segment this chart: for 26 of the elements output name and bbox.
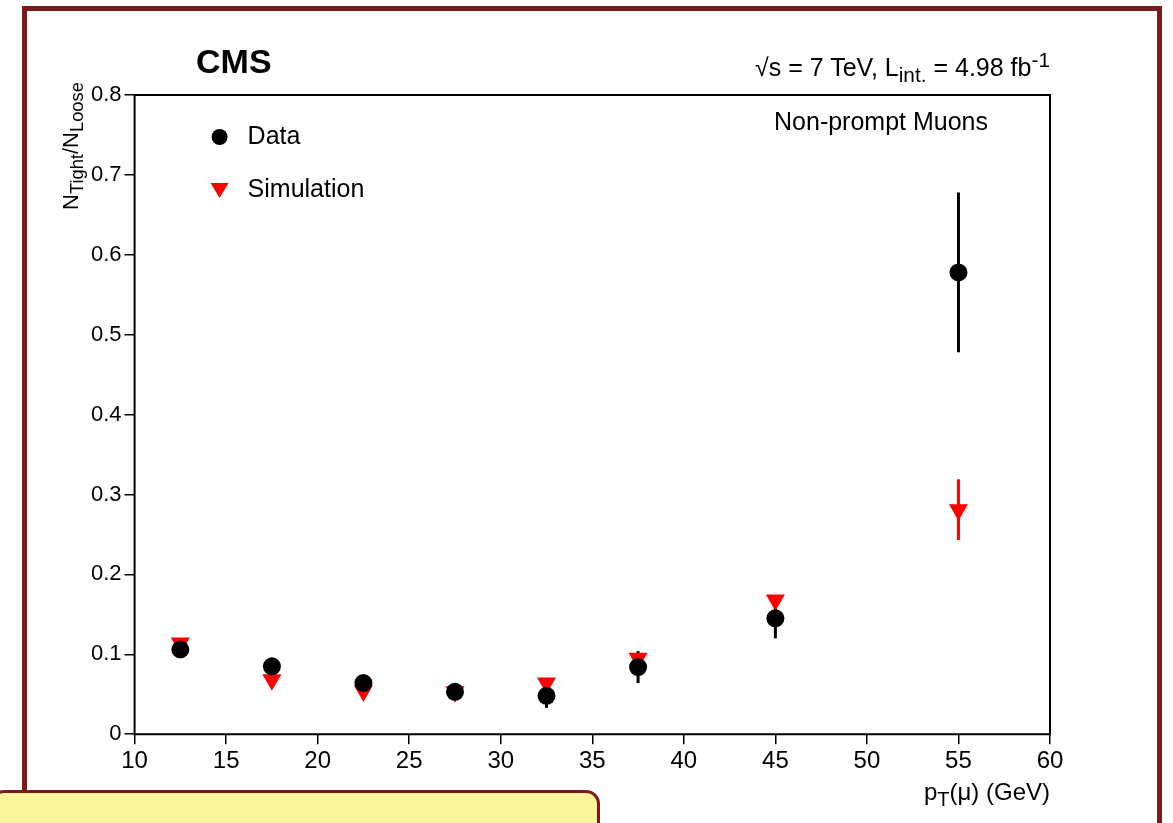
x-tick-label: 60 xyxy=(1036,746,1064,774)
x-tick-label: 50 xyxy=(853,746,881,774)
x-tick-label: 20 xyxy=(304,746,332,774)
x-tick-label: 55 xyxy=(945,746,972,774)
y-tick-label: 0.8 xyxy=(90,81,122,107)
x-tick-label: 15 xyxy=(212,746,240,774)
y-tick-label: 0.5 xyxy=(90,320,122,346)
y-tick-label: 0.7 xyxy=(90,160,122,186)
y-tick-label: 0.3 xyxy=(90,480,122,506)
y-tick-label: 0 xyxy=(109,720,122,746)
y-tick-label: 0.4 xyxy=(90,400,122,426)
x-tick-label: 35 xyxy=(578,746,606,774)
annotation: Non-prompt Muons xyxy=(774,106,988,135)
y-tick-label: 0.2 xyxy=(90,560,122,586)
legend-label: Data xyxy=(247,120,301,149)
x-axis-title: p$_{T}$(μ) (GeV) xyxy=(923,778,1050,811)
x-tick-label: 10 xyxy=(121,746,148,774)
x-tick-label: 30 xyxy=(487,746,515,774)
y-tick-label: 0.6 xyxy=(90,240,122,266)
x-tick-label: 40 xyxy=(670,746,698,774)
chart-subtitle: √s = 7 TeV, L$_{int.}$ = 4.98 fb$^{-1}$ xyxy=(755,48,1050,88)
x-tick-label: 45 xyxy=(762,746,789,774)
x-tick-label: 25 xyxy=(395,746,423,774)
chart-title: CMS xyxy=(196,42,272,81)
legend-label: Simulation xyxy=(247,173,365,202)
y-tick-label: 0.1 xyxy=(90,640,122,666)
